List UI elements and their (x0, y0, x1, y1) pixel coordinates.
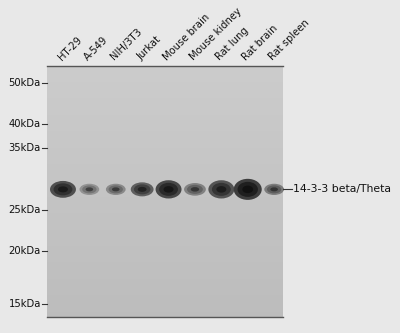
Ellipse shape (108, 185, 123, 193)
Text: Rat spleen: Rat spleen (267, 18, 312, 62)
Ellipse shape (134, 184, 150, 194)
Bar (47, 66, 283, 316)
Text: Jurkat: Jurkat (135, 35, 163, 62)
Text: 15kDa: 15kDa (8, 299, 41, 309)
Ellipse shape (191, 187, 199, 191)
Text: Rat lung: Rat lung (214, 26, 251, 62)
Text: 20kDa: 20kDa (8, 246, 41, 256)
Ellipse shape (234, 179, 262, 200)
Ellipse shape (159, 183, 178, 196)
Ellipse shape (112, 187, 120, 191)
Ellipse shape (238, 182, 258, 197)
Ellipse shape (50, 181, 76, 198)
Ellipse shape (164, 186, 174, 192)
Ellipse shape (86, 187, 93, 191)
Text: 25kDa: 25kDa (8, 205, 41, 215)
Text: NIH/3T3: NIH/3T3 (109, 27, 144, 62)
Ellipse shape (212, 183, 231, 196)
Text: 14-3-3 beta/Theta: 14-3-3 beta/Theta (294, 184, 392, 194)
Text: Mouse brain: Mouse brain (162, 12, 212, 62)
Ellipse shape (131, 182, 154, 196)
Text: Mouse kidney: Mouse kidney (188, 6, 244, 62)
Text: Rat brain: Rat brain (241, 23, 280, 62)
Ellipse shape (242, 185, 253, 193)
Ellipse shape (82, 185, 96, 193)
Ellipse shape (267, 185, 281, 193)
Ellipse shape (208, 180, 234, 198)
Text: 40kDa: 40kDa (9, 119, 41, 129)
Ellipse shape (138, 187, 146, 192)
Ellipse shape (270, 187, 278, 191)
Ellipse shape (184, 183, 206, 196)
Text: 35kDa: 35kDa (8, 144, 41, 154)
Ellipse shape (156, 180, 182, 198)
Ellipse shape (216, 186, 226, 192)
Text: 50kDa: 50kDa (8, 78, 41, 88)
Ellipse shape (58, 186, 68, 192)
Ellipse shape (187, 185, 203, 194)
Ellipse shape (106, 184, 126, 195)
Ellipse shape (80, 184, 99, 195)
Text: HT-29: HT-29 (56, 35, 84, 62)
Text: A-549: A-549 (82, 34, 110, 62)
Ellipse shape (54, 183, 72, 195)
Ellipse shape (264, 184, 284, 195)
